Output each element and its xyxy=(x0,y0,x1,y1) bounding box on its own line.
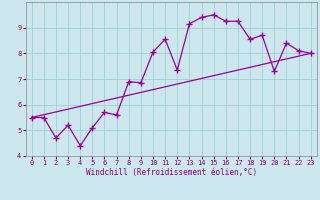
X-axis label: Windchill (Refroidissement éolien,°C): Windchill (Refroidissement éolien,°C) xyxy=(86,168,257,177)
